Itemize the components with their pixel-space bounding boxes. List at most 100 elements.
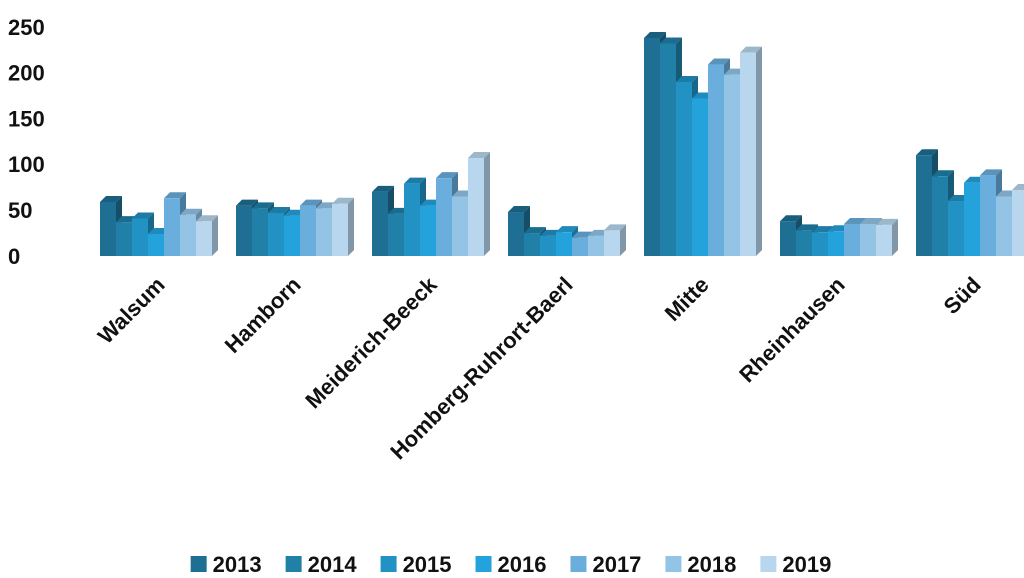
bar: [828, 231, 844, 256]
bar: [860, 223, 876, 256]
bar-top: [644, 31, 666, 38]
bar-side: [484, 151, 490, 256]
bar: [948, 201, 964, 256]
x-tick-label: Süd: [939, 272, 986, 319]
bar-side: [620, 224, 626, 256]
bar: [268, 212, 284, 256]
bar: [164, 198, 180, 256]
bar-top: [932, 170, 954, 177]
bar: [148, 234, 164, 256]
bar: [332, 203, 348, 256]
bar-side: [348, 197, 354, 256]
legend-label: 2016: [498, 552, 547, 577]
bar-top: [796, 224, 818, 231]
bar: [724, 74, 740, 256]
bar: [844, 223, 860, 256]
legend-swatch: [760, 556, 777, 572]
bar-top: [268, 206, 290, 213]
bar: [932, 176, 948, 256]
legend-label: 2019: [782, 552, 831, 577]
bar-top: [740, 46, 762, 53]
bar-top: [236, 199, 258, 206]
x-tick-label: Mitte: [660, 272, 714, 326]
bar: [372, 191, 388, 256]
bar: [316, 208, 332, 256]
bar: [812, 232, 828, 256]
bar: [556, 232, 572, 256]
bar-top: [780, 215, 802, 222]
bar: [676, 81, 692, 257]
bar: [964, 182, 980, 256]
bar: [420, 205, 436, 256]
bar: [876, 224, 892, 256]
y-tick-label: 200: [8, 61, 45, 86]
bar-top: [180, 208, 202, 215]
bar: [252, 208, 268, 256]
bar-side: [892, 218, 898, 256]
x-tick-label: Meiderich-Beeck: [300, 271, 442, 413]
bar-top: [812, 226, 834, 233]
y-tick-label: 250: [8, 15, 45, 40]
bar: [196, 221, 212, 256]
bar-top: [100, 195, 122, 202]
bar: [388, 213, 404, 256]
bar: [132, 218, 148, 256]
bar-top: [604, 224, 626, 231]
bar-top: [524, 227, 546, 234]
bar-top: [300, 199, 322, 206]
x-tick-label: Walsum: [93, 272, 170, 349]
bar-top: [708, 58, 730, 65]
legend-swatch: [190, 556, 207, 572]
bar: [452, 196, 468, 256]
y-tick-label: 150: [8, 106, 45, 131]
bar: [572, 237, 588, 256]
y-tick-label: 0: [8, 244, 20, 269]
bar-top: [404, 177, 426, 184]
legend-label: 2014: [308, 552, 358, 577]
y-tick-label: 50: [8, 198, 32, 223]
bar: [604, 230, 620, 256]
legend-label: 2013: [213, 552, 262, 577]
bar: [660, 43, 676, 256]
bar-top: [508, 206, 530, 213]
bar-side: [756, 46, 762, 257]
bar: [100, 201, 116, 256]
bar-top: [332, 197, 354, 204]
bar-top: [252, 202, 274, 209]
bar: [996, 196, 1012, 256]
bar-top: [676, 75, 698, 82]
bar: [1012, 190, 1024, 256]
bar-top: [436, 172, 458, 179]
bar: [236, 205, 252, 256]
legend-label: 2018: [687, 552, 736, 577]
bar: [588, 235, 604, 256]
bar: [404, 183, 420, 256]
legend-label: 2015: [403, 552, 452, 577]
bar-side: [212, 215, 218, 256]
legend-label: 2017: [592, 552, 641, 577]
bar-top: [1012, 184, 1024, 191]
x-tick-label: Hamborn: [220, 272, 306, 358]
bar: [692, 98, 708, 256]
bar-top: [916, 149, 938, 156]
bar: [708, 64, 724, 256]
legend-swatch: [285, 556, 302, 572]
bar-top: [860, 217, 882, 224]
bar-top: [164, 192, 186, 199]
bar-top: [876, 218, 898, 225]
bar-top: [468, 151, 490, 158]
bar-top: [132, 212, 154, 219]
bar-top: [556, 226, 578, 233]
bar: [180, 214, 196, 256]
legend-swatch: [665, 556, 682, 572]
bar: [524, 233, 540, 256]
bar: [540, 235, 556, 256]
x-tick-label: Rheinhausen: [734, 272, 849, 387]
bar-top: [196, 215, 218, 222]
bar: [644, 37, 660, 256]
bar: [740, 52, 756, 257]
y-tick-label: 100: [8, 152, 45, 177]
bar-top: [844, 217, 866, 224]
bar: [284, 215, 300, 256]
